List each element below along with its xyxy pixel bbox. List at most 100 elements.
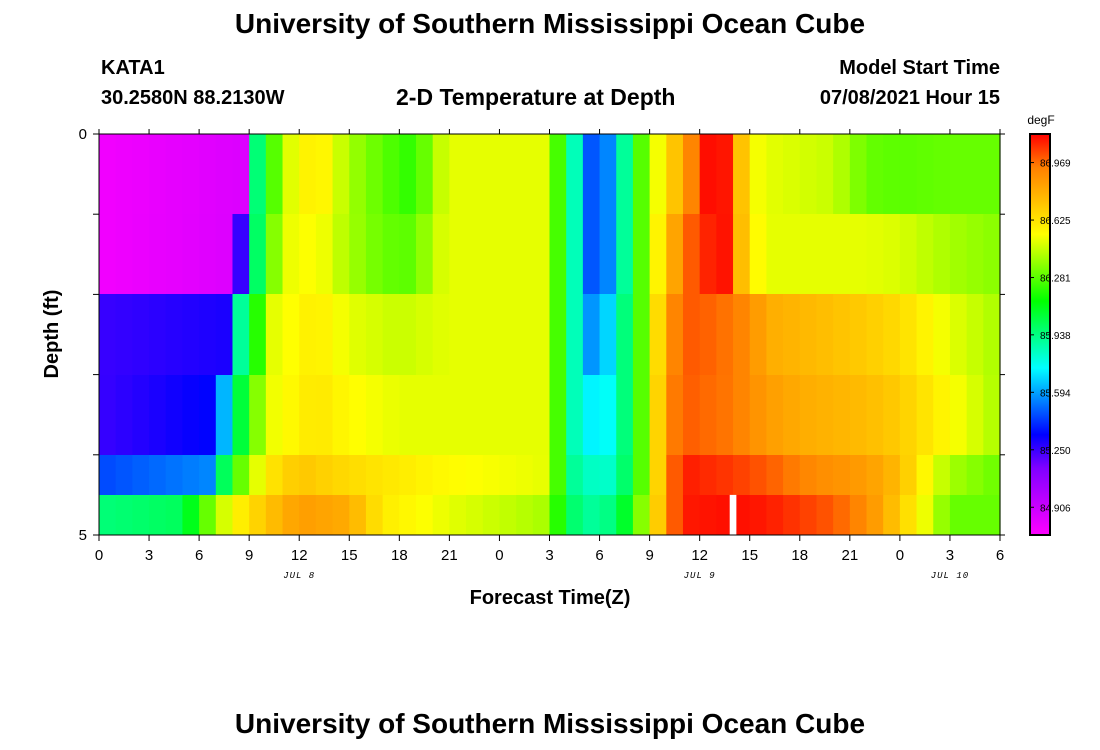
heatmap-cell (933, 214, 951, 294)
heatmap-cell (616, 294, 634, 375)
heatmap-cell (132, 294, 150, 375)
heatmap-cell (499, 294, 517, 375)
heatmap-cell (699, 214, 717, 294)
heatmap-cell (899, 455, 918, 495)
plot-title: 2-D Temperature at Depth (396, 84, 676, 110)
heatmap-cell (249, 134, 267, 214)
heatmap-cell (599, 214, 617, 294)
x-tick-label: 6 (595, 547, 603, 564)
heatmap-cell (616, 455, 634, 495)
heatmap-cell (966, 134, 984, 214)
heatmap-cell (916, 134, 934, 214)
colorbar-tick-label: 85.938 (1040, 331, 1071, 342)
heatmap-cell (783, 455, 801, 495)
y-axis-label: Depth (ft) (41, 290, 63, 379)
heatmap-cell (549, 455, 567, 495)
y-tick-label: 5 (79, 527, 87, 544)
heatmap-cell (482, 375, 501, 455)
heatmap-cell (799, 375, 818, 455)
heatmap-cell (532, 495, 551, 535)
heatmap-cell (482, 294, 501, 375)
heatmap-cell (299, 294, 317, 375)
heatmap-cell (365, 375, 384, 455)
heatmap-cell (149, 134, 167, 214)
heatmap-cell (582, 375, 601, 455)
heatmap-cell (532, 294, 551, 375)
heatmap-cell (249, 455, 267, 495)
heatmap-cell (365, 214, 384, 294)
colorbar-tick-label: 84.906 (1040, 503, 1071, 514)
station-id: KATA1 (101, 57, 165, 79)
heatmap-cell (182, 495, 200, 535)
heatmap-cell (632, 214, 651, 294)
heatmap-cell (315, 214, 334, 294)
heatmap-cell (449, 375, 467, 455)
heatmap-cell (199, 214, 217, 294)
heatmap-cell (749, 134, 768, 214)
heatmap-cell (365, 134, 384, 214)
heatmap-cell (833, 294, 851, 375)
heatmap-cell (99, 134, 117, 214)
heatmap-cell (766, 134, 784, 214)
heatmap-cell (315, 455, 334, 495)
colorbar-units: degF (1027, 113, 1054, 127)
heatmap-cell (516, 375, 534, 455)
heatmap-cell (649, 294, 667, 375)
heatmap-cell (716, 495, 734, 535)
heatmap-cell (399, 294, 417, 375)
heatmap-cell (949, 134, 968, 214)
heatmap-cell (332, 134, 350, 214)
heatmap-cell (149, 455, 167, 495)
heatmap-cell (99, 294, 117, 375)
heatmap-cell (349, 134, 367, 214)
heatmap-cell (265, 214, 284, 294)
heatmap-cell (899, 294, 918, 375)
heatmap-cell (165, 375, 184, 455)
heatmap-cell (733, 495, 751, 535)
heatmap-cell (549, 495, 567, 535)
heatmap-cell (699, 134, 717, 214)
heatmap-cell (432, 495, 450, 535)
heatmap-cell (616, 214, 634, 294)
heatmap-cell (482, 214, 501, 294)
heatmap-cell (416, 134, 434, 214)
heatmap-cell (282, 455, 300, 495)
heatmap-cell (249, 294, 267, 375)
heatmap-cell (749, 495, 768, 535)
heatmap-cell (299, 214, 317, 294)
heatmap-cell (599, 495, 617, 535)
heatmap-cell (382, 495, 400, 535)
heatmap-cell (916, 375, 934, 455)
heatmap-cell (949, 214, 968, 294)
heatmap-cell (682, 495, 701, 535)
heatmap-cell (799, 455, 818, 495)
x-tick-label: 12 (691, 547, 708, 564)
heatmap-cell (132, 214, 150, 294)
heatmap-cell (532, 214, 551, 294)
heatmap-cell (232, 455, 250, 495)
heatmap-cell (432, 134, 450, 214)
heatmap-cells (99, 134, 1001, 535)
heatmap-cell (149, 495, 167, 535)
station-coordinates: 30.2580N 88.2130W (101, 87, 285, 109)
heatmap-cell (315, 495, 334, 535)
heatmap-cell (399, 375, 417, 455)
heatmap-cell (833, 134, 851, 214)
heatmap-cell (399, 495, 417, 535)
heatmap-cell (115, 214, 133, 294)
heatmap-cell (349, 375, 367, 455)
heatmap-cell (749, 375, 768, 455)
heatmap-cell (699, 294, 717, 375)
heatmap-cell (466, 134, 484, 214)
heatmap-cell (165, 134, 184, 214)
x-tick-label: 21 (441, 547, 458, 564)
heatmap-cell (199, 375, 217, 455)
heatmap-cell (416, 294, 434, 375)
heatmap-cell (265, 455, 284, 495)
heatmap-cell (883, 294, 901, 375)
heatmap-cell (499, 134, 517, 214)
heatmap-cell (666, 495, 684, 535)
heatmap-cell (582, 294, 601, 375)
heatmap-cell (866, 375, 884, 455)
x-tick-label: 0 (95, 547, 103, 564)
